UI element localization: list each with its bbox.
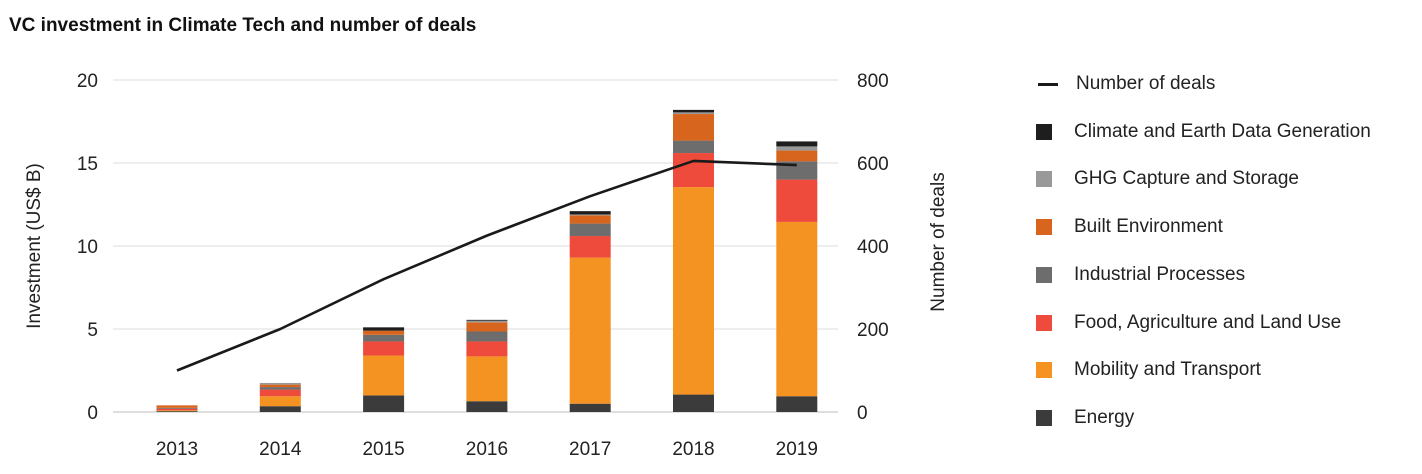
bar-segment (259, 396, 301, 407)
legend-item: Mobility and Transport (1036, 355, 1261, 385)
bar-segment (673, 140, 714, 154)
bar-segment (466, 341, 508, 357)
x-tick-label: 2018 (672, 439, 714, 460)
y2-tick-label: 0 (857, 403, 868, 424)
x-tick-label: 2017 (569, 439, 611, 460)
legend-item: Climate and Earth Data Generation (1036, 117, 1371, 147)
x-tick-label: 2016 (466, 439, 508, 460)
legend-swatch (1036, 314, 1052, 331)
bar-segment (569, 223, 611, 237)
legend-item: Built Environment (1036, 212, 1223, 242)
bar-segment (466, 331, 508, 342)
legend-label: Energy (1074, 406, 1135, 428)
bar-segment (673, 112, 714, 115)
bar-segment (569, 211, 611, 215)
legend-label: Climate and Earth Data Generation (1074, 120, 1371, 142)
bar-segment (569, 215, 611, 224)
bar-segment (363, 341, 405, 356)
legend-label: Industrial Processes (1074, 263, 1246, 285)
bar-segment (259, 389, 301, 397)
x-tick-label: 2013 (156, 439, 198, 460)
bar-segment (776, 141, 818, 147)
bar-segment (466, 322, 508, 332)
bar-segment (156, 408, 198, 411)
bar-segment (569, 403, 611, 412)
bar-segment (673, 394, 714, 412)
y-tick-label: 0 (87, 403, 98, 424)
bar-segment (259, 387, 301, 390)
bar-segment (569, 236, 611, 258)
bar-segment (363, 330, 405, 335)
y-tick-label: 5 (87, 320, 98, 341)
legend-item: GHG Capture and Storage (1036, 164, 1299, 194)
y2-tick-label: 600 (857, 154, 889, 175)
legend-swatch (1036, 362, 1052, 379)
bar-segment (466, 319, 508, 321)
x-tick-label: 2019 (776, 439, 818, 460)
y-tick-label: 20 (77, 71, 98, 92)
bar-segment (673, 114, 714, 141)
bar-segment (776, 146, 818, 151)
bar-segment (466, 401, 508, 412)
bar-segment (569, 257, 611, 404)
y2-axis-label: Number of deals (928, 172, 949, 311)
y-axis-label: Investment (US$ B) (24, 163, 45, 329)
bar-segment (363, 327, 405, 331)
bar-segment (363, 395, 405, 412)
bar-segment (259, 382, 301, 385)
bar-segment (673, 109, 714, 113)
bar-segment (259, 406, 301, 412)
legend-label: Built Environment (1074, 216, 1223, 238)
bar-segment (363, 334, 405, 342)
legend-label: Food, Agriculture and Land Use (1074, 311, 1342, 333)
bar-segment (466, 320, 508, 323)
x-tick-label: 2015 (362, 439, 404, 460)
y-tick-label: 10 (77, 237, 98, 258)
legend-item: Food, Agriculture and Land Use (1036, 308, 1341, 338)
legend-line-swatch (1038, 82, 1058, 86)
bar-segment (569, 214, 611, 216)
bar-segment (156, 411, 198, 412)
y2-tick-label: 800 (857, 71, 889, 92)
bar-segment (673, 187, 714, 395)
bar-segment (466, 356, 508, 402)
legend-item: Industrial Processes (1036, 260, 1245, 290)
legend-swatch (1036, 266, 1052, 283)
bar-segment (673, 153, 714, 188)
y2-tick-label: 400 (857, 237, 889, 258)
y-tick-label: 15 (77, 154, 98, 175)
bar-segment (363, 355, 405, 396)
legend-swatch (1036, 219, 1052, 236)
bar-segment (156, 405, 198, 408)
legend-item: Number of deals (1036, 69, 1215, 99)
bar-segment (156, 407, 198, 409)
bar-segment (776, 396, 818, 412)
legend-label: Mobility and Transport (1074, 359, 1261, 381)
y2-tick-label: 200 (857, 320, 889, 341)
bar-segment (776, 221, 818, 397)
x-tick-label: 2014 (259, 439, 302, 460)
legend-swatch (1036, 123, 1052, 140)
legend-item: Energy (1036, 403, 1134, 433)
bar-segment (156, 410, 198, 412)
legend-swatch (1036, 409, 1052, 426)
legend-label: Number of deals (1076, 73, 1216, 94)
legend-label: GHG Capture and Storage (1074, 168, 1299, 190)
bar-segment (776, 179, 818, 222)
chart-title: VC investment in Climate Tech and number… (9, 15, 477, 36)
bar-segment (776, 150, 818, 162)
bar-segment (259, 384, 301, 388)
legend-swatch (1036, 171, 1052, 188)
